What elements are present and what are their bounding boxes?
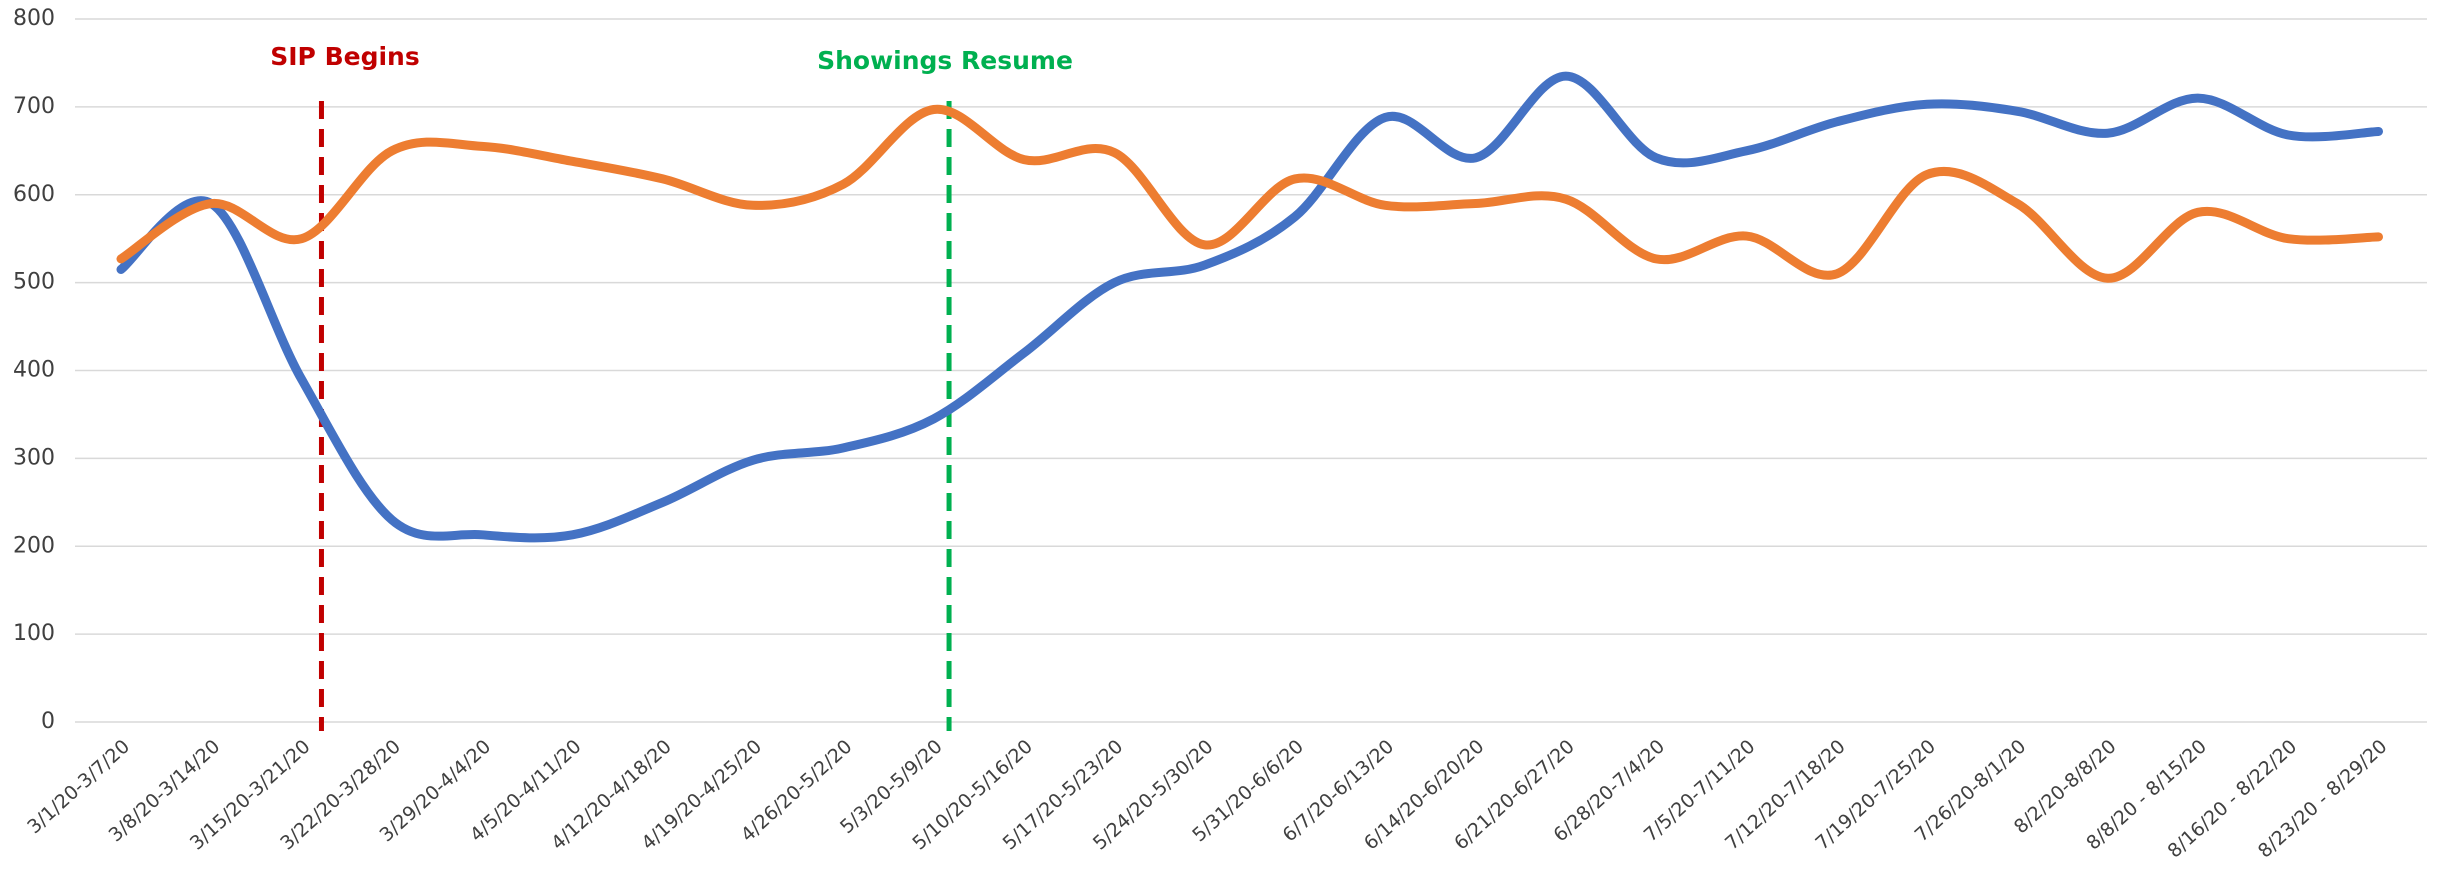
y-tick-label: 100 [13,621,55,646]
series-line [116,71,2383,543]
y-tick-label: 700 [13,94,55,119]
series-line [116,104,2383,283]
y-tick-label: 400 [13,358,55,383]
y-tick-label: 500 [13,270,55,295]
annotation-label: Showings Resume [817,46,1073,75]
annotation-label: SIP Begins [270,42,420,71]
y-tick-label: 0 [41,709,55,734]
y-tick-label: 800 [13,6,55,31]
y-tick-label: 300 [13,445,55,470]
y-tick-label: 200 [13,533,55,558]
y-tick-label: 600 [13,182,55,207]
